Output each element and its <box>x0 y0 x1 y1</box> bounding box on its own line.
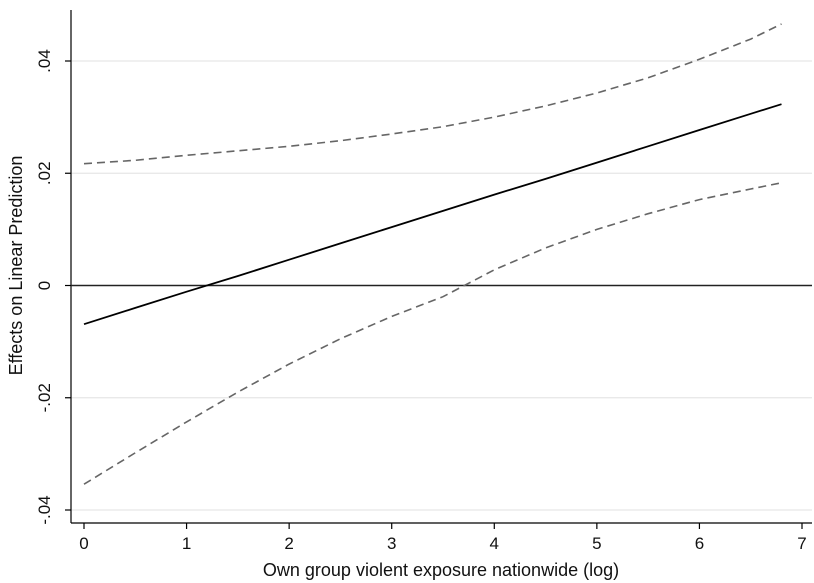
y-axis-title: Effects on Linear Prediction <box>6 156 26 376</box>
axes <box>65 10 812 529</box>
y-tick-label: -.02 <box>35 383 54 412</box>
x-tick-label: 3 <box>387 534 396 553</box>
lower-ci-line <box>83 182 782 485</box>
upper-ci-line <box>83 23 782 165</box>
x-tick-label: 0 <box>79 534 88 553</box>
tick-labels: 0 1 2 3 4 5 6 7 -.04 -.02 0 .02 .04 <box>35 49 807 553</box>
y-tick-label: .04 <box>35 49 54 73</box>
x-axis-title: Own group violent exposure nationwide (l… <box>263 560 619 580</box>
y-tick-label: .02 <box>35 161 54 185</box>
y-tick-label: 0 <box>35 281 54 290</box>
x-tick-label: 1 <box>182 534 191 553</box>
x-tick-label: 2 <box>284 534 293 553</box>
series-lines <box>83 23 782 485</box>
x-tick-label: 5 <box>592 534 601 553</box>
x-tick-label: 4 <box>490 534 499 553</box>
gridlines <box>71 60 812 511</box>
estimate-line <box>83 103 782 326</box>
x-tick-label: 6 <box>695 534 704 553</box>
x-tick-label: 7 <box>797 534 806 553</box>
y-tick-label: -.04 <box>35 495 54 524</box>
